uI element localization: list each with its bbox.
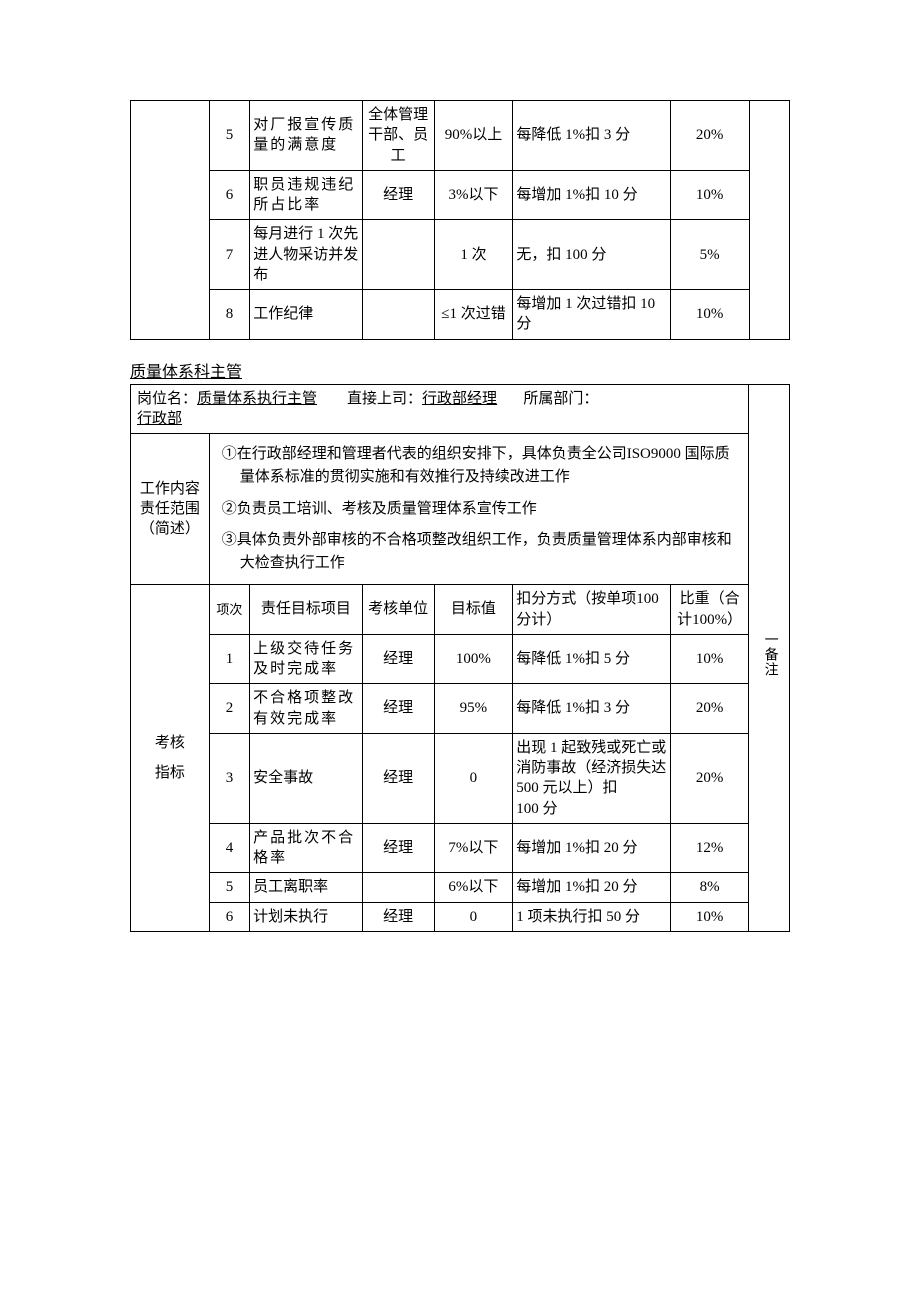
head-num: 项次 [209, 585, 249, 635]
cell-target: 7%以下 [434, 823, 513, 873]
cell-item: 每月进行 1 次先进人物采访并发布 [250, 220, 362, 290]
cell-weight: 20% [670, 684, 749, 734]
cell-deduct: 出现 1 起致残或死亡或消防事故（经济损失达 500 元以上）扣 100 分 [513, 733, 670, 823]
cell-target: 3%以下 [434, 170, 513, 220]
cell-deduct: 无，扣 100 分 [513, 220, 670, 290]
cell-unit: 经理 [362, 823, 434, 873]
dept-value: 行政部 [137, 411, 182, 427]
cell-unit: 经理 [362, 902, 434, 931]
cell-item: 职员违规违纪所占比率 [250, 170, 362, 220]
table-row: 4 产品批次不合格率 经理 7%以下 每增加 1%扣 20 分 12% [131, 823, 790, 873]
post-label: 岗位名： [137, 391, 197, 407]
note-label: 一备注 [760, 632, 779, 677]
header-info: 岗位名：质量体系执行主管 直接上司：行政部经理 所属部门： 行政部 [131, 384, 749, 434]
desc-body: ①在行政部经理和管理者代表的组织安排下，具体负责全公司ISO9000 国际质量体… [209, 434, 749, 585]
cell-weight: 10% [670, 170, 749, 220]
cell-deduct: 每增加 1%扣 20 分 [513, 823, 670, 873]
sup-label: 直接上司： [347, 391, 422, 407]
sup-value: 行政部经理 [422, 391, 497, 407]
row-group-blank-r [749, 101, 790, 340]
table-row: 5 对厂报宣传质量的满意度 全体管理干部、员工 90%以上 每降低 1%扣 3 … [131, 101, 790, 171]
section-title: 质量体系科主管 [130, 358, 790, 382]
table-row: 7 每月进行 1 次先进人物采访并发布 1 次 无，扣 100 分 5% [131, 220, 790, 290]
cell-unit: 经理 [362, 684, 434, 734]
cell-unit [362, 873, 434, 902]
cell-weight: 5% [670, 220, 749, 290]
table-row: 6 职员违规违纪所占比率 经理 3%以下 每增加 1%扣 10 分 10% [131, 170, 790, 220]
note-column: 一备注 [749, 384, 790, 931]
cell-weight: 20% [670, 733, 749, 823]
eval-label: 考核 指标 [131, 585, 210, 932]
table-row: 3 安全事故 经理 0 出现 1 起致残或死亡或消防事故（经济损失达 500 元… [131, 733, 790, 823]
table-row: 8 工作纪律 ≤1 次过错 每增加 1 次过错扣 10 分 10% [131, 290, 790, 340]
cell-num: 6 [209, 170, 249, 220]
cell-target: 90%以上 [434, 101, 513, 171]
cell-unit: 经理 [362, 634, 434, 684]
cell-unit: 经理 [362, 170, 434, 220]
cell-item: 不合格项整改有效完成率 [250, 684, 362, 734]
cell-weight: 8% [670, 873, 749, 902]
subheader-row: 考核 指标 项次 责任目标项目 考核单位 目标值 扣分方式（按单项100 分计）… [131, 585, 790, 635]
cell-num: 1 [209, 634, 249, 684]
cell-target: 95% [434, 684, 513, 734]
cell-unit: 全体管理干部、员工 [362, 101, 434, 171]
row-group-blank [131, 101, 210, 340]
head-item: 责任目标项目 [250, 585, 362, 635]
cell-item: 产品批次不合格率 [250, 823, 362, 873]
dept-label: 所属部门： [523, 391, 598, 407]
head-weight: 比重（合计100%） [670, 585, 749, 635]
cell-target: 6%以下 [434, 873, 513, 902]
cell-num: 2 [209, 684, 249, 734]
desc-line-3: ③具体负责外部审核的不合格项整改组织工作，负责质量管理体系内部审核和大检查执行工… [216, 525, 743, 580]
header-row: 岗位名：质量体系执行主管 直接上司：行政部经理 所属部门： 行政部 一备注 [131, 384, 790, 434]
cell-num: 3 [209, 733, 249, 823]
cell-deduct: 每增加 1 次过错扣 10 分 [513, 290, 670, 340]
cell-weight: 20% [670, 101, 749, 171]
cell-weight: 10% [670, 634, 749, 684]
cell-deduct: 每降低 1%扣 3 分 [513, 101, 670, 171]
cell-num: 6 [209, 902, 249, 931]
cell-deduct: 每增加 1%扣 20 分 [513, 873, 670, 902]
cell-item: 计划未执行 [250, 902, 362, 931]
cell-deduct: 1 项未执行扣 50 分 [513, 902, 670, 931]
cell-unit: 经理 [362, 733, 434, 823]
cell-weight: 12% [670, 823, 749, 873]
cell-weight: 10% [670, 902, 749, 931]
cell-deduct: 每降低 1%扣 3 分 [513, 684, 670, 734]
cell-item: 安全事故 [250, 733, 362, 823]
desc-line-2: ②负责员工培训、考核及质量管理体系宣传工作 [216, 494, 743, 525]
cell-item: 工作纪律 [250, 290, 362, 340]
cell-target: 1 次 [434, 220, 513, 290]
cell-num: 5 [209, 101, 249, 171]
cell-item: 对厂报宣传质量的满意度 [250, 101, 362, 171]
cell-num: 5 [209, 873, 249, 902]
cell-target: 0 [434, 733, 513, 823]
table-main: 岗位名：质量体系执行主管 直接上司：行政部经理 所属部门： 行政部 一备注 工作… [130, 384, 790, 932]
cell-num: 7 [209, 220, 249, 290]
desc-label: 工作内容责任范围 （简述） [131, 434, 210, 585]
cell-unit [362, 220, 434, 290]
head-unit: 考核单位 [362, 585, 434, 635]
table-top: 5 对厂报宣传质量的满意度 全体管理干部、员工 90%以上 每降低 1%扣 3 … [130, 100, 790, 340]
cell-deduct: 每降低 1%扣 5 分 [513, 634, 670, 684]
table-row: 1 上级交待任务及时完成率 经理 100% 每降低 1%扣 5 分 10% [131, 634, 790, 684]
cell-target: 0 [434, 902, 513, 931]
desc-line-1: ①在行政部经理和管理者代表的组织安排下，具体负责全公司ISO9000 国际质量体… [216, 439, 743, 494]
head-deduct: 扣分方式（按单项100 分计） [513, 585, 670, 635]
cell-item: 上级交待任务及时完成率 [250, 634, 362, 684]
table-row: 6 计划未执行 经理 0 1 项未执行扣 50 分 10% [131, 902, 790, 931]
table-row: 5 员工离职率 6%以下 每增加 1%扣 20 分 8% [131, 873, 790, 902]
cell-unit [362, 290, 434, 340]
cell-num: 8 [209, 290, 249, 340]
head-target: 目标值 [434, 585, 513, 635]
table-row: 2 不合格项整改有效完成率 经理 95% 每降低 1%扣 3 分 20% [131, 684, 790, 734]
cell-deduct: 每增加 1%扣 10 分 [513, 170, 670, 220]
desc-row: 工作内容责任范围 （简述） ①在行政部经理和管理者代表的组织安排下，具体负责全公… [131, 434, 790, 585]
cell-num: 4 [209, 823, 249, 873]
cell-target: ≤1 次过错 [434, 290, 513, 340]
cell-weight: 10% [670, 290, 749, 340]
cell-target: 100% [434, 634, 513, 684]
post-value: 质量体系执行主管 [197, 391, 317, 407]
cell-item: 员工离职率 [250, 873, 362, 902]
